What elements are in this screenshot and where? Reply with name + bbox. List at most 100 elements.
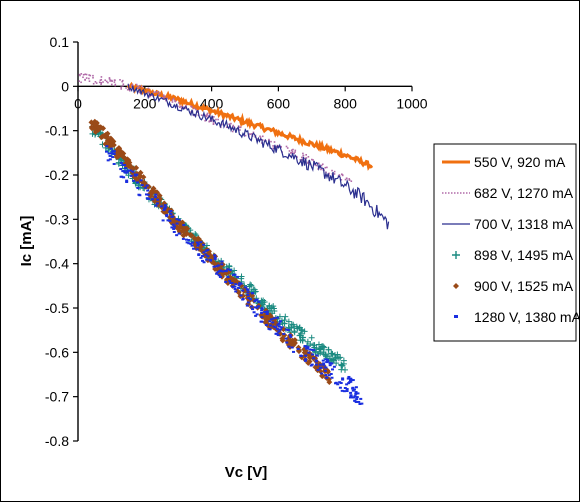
data-point	[120, 88, 123, 90]
data-point	[318, 363, 322, 366]
data-point	[161, 219, 165, 222]
data-point	[109, 152, 113, 155]
data-point	[193, 107, 195, 110]
data-point	[228, 123, 231, 125]
data-point	[187, 239, 191, 242]
data-point	[140, 174, 147, 180]
data-point	[175, 222, 179, 225]
data-point	[215, 118, 217, 121]
legend-key-dash	[454, 315, 458, 318]
data-point	[324, 166, 327, 169]
y-tick-label: -0.2	[45, 167, 69, 183]
data-point	[121, 163, 125, 166]
data-point	[246, 294, 250, 297]
data-point	[208, 113, 211, 116]
data-point	[119, 168, 123, 171]
series-3	[127, 83, 390, 230]
data-point	[274, 326, 278, 329]
data-point	[78, 80, 80, 82]
data-point	[195, 248, 199, 251]
data-point	[255, 306, 259, 309]
data-point	[281, 320, 288, 327]
x-tick-label: 200	[133, 95, 157, 111]
data-point	[190, 105, 192, 108]
data-point	[290, 321, 297, 328]
data-point	[177, 232, 181, 235]
data-point	[355, 398, 359, 401]
data-point	[292, 340, 298, 346]
data-point	[354, 401, 358, 404]
data-point	[333, 170, 336, 173]
data-point	[289, 335, 293, 338]
data-point	[165, 215, 169, 218]
data-point	[313, 345, 320, 352]
data-point	[318, 367, 322, 370]
data-point	[96, 124, 103, 131]
data-point	[304, 338, 311, 345]
data-point	[325, 346, 332, 353]
data-point	[219, 269, 223, 272]
data-point	[351, 379, 355, 382]
data-point	[191, 235, 198, 242]
data-point	[348, 178, 351, 180]
data-point	[100, 82, 103, 84]
data-point	[279, 337, 286, 344]
series-1	[126, 81, 374, 171]
data-point	[354, 392, 358, 395]
legend-key-plus	[452, 251, 460, 259]
y-tick-label: -0.4	[45, 256, 69, 272]
data-point	[220, 263, 224, 266]
data-point	[195, 108, 197, 111]
data-point	[345, 388, 349, 391]
data-point	[88, 74, 90, 76]
data-point	[196, 243, 200, 246]
data-point	[317, 168, 319, 170]
data-point	[150, 198, 154, 201]
data-point	[131, 83, 134, 86]
data-point	[312, 357, 316, 360]
data-point	[151, 94, 153, 97]
data-point	[125, 181, 129, 184]
series-line	[126, 81, 374, 171]
data-point	[159, 205, 163, 208]
series-5	[88, 118, 333, 386]
data-point	[233, 288, 237, 291]
y-tick-label: 0.1	[50, 34, 70, 50]
data-point	[338, 381, 342, 384]
data-point	[100, 83, 102, 86]
data-point	[236, 275, 240, 278]
data-point	[114, 153, 121, 160]
data-point	[230, 122, 232, 125]
data-point	[332, 365, 336, 368]
data-point	[306, 358, 313, 365]
data-point	[296, 347, 300, 350]
data-point	[179, 106, 181, 108]
data-point	[268, 320, 272, 323]
data-point	[341, 378, 345, 381]
data-point	[325, 361, 329, 364]
data-point	[162, 209, 166, 212]
data-point	[136, 86, 139, 89]
data-point	[115, 146, 122, 153]
data-point	[133, 164, 140, 171]
data-point	[122, 176, 126, 179]
data-point	[105, 145, 109, 148]
data-point	[304, 358, 308, 361]
data-point	[239, 294, 243, 297]
data-point	[331, 169, 333, 172]
data-point	[177, 219, 181, 222]
data-point	[349, 380, 353, 383]
data-point	[277, 322, 281, 325]
data-point	[272, 147, 274, 150]
data-point	[342, 390, 346, 393]
data-point	[170, 215, 174, 218]
data-point	[282, 313, 289, 320]
data-point	[341, 377, 345, 380]
data-point	[275, 328, 279, 331]
data-point	[343, 387, 347, 390]
data-point	[251, 286, 258, 293]
data-point	[199, 241, 203, 244]
data-point	[310, 363, 314, 366]
data-point	[299, 327, 306, 334]
